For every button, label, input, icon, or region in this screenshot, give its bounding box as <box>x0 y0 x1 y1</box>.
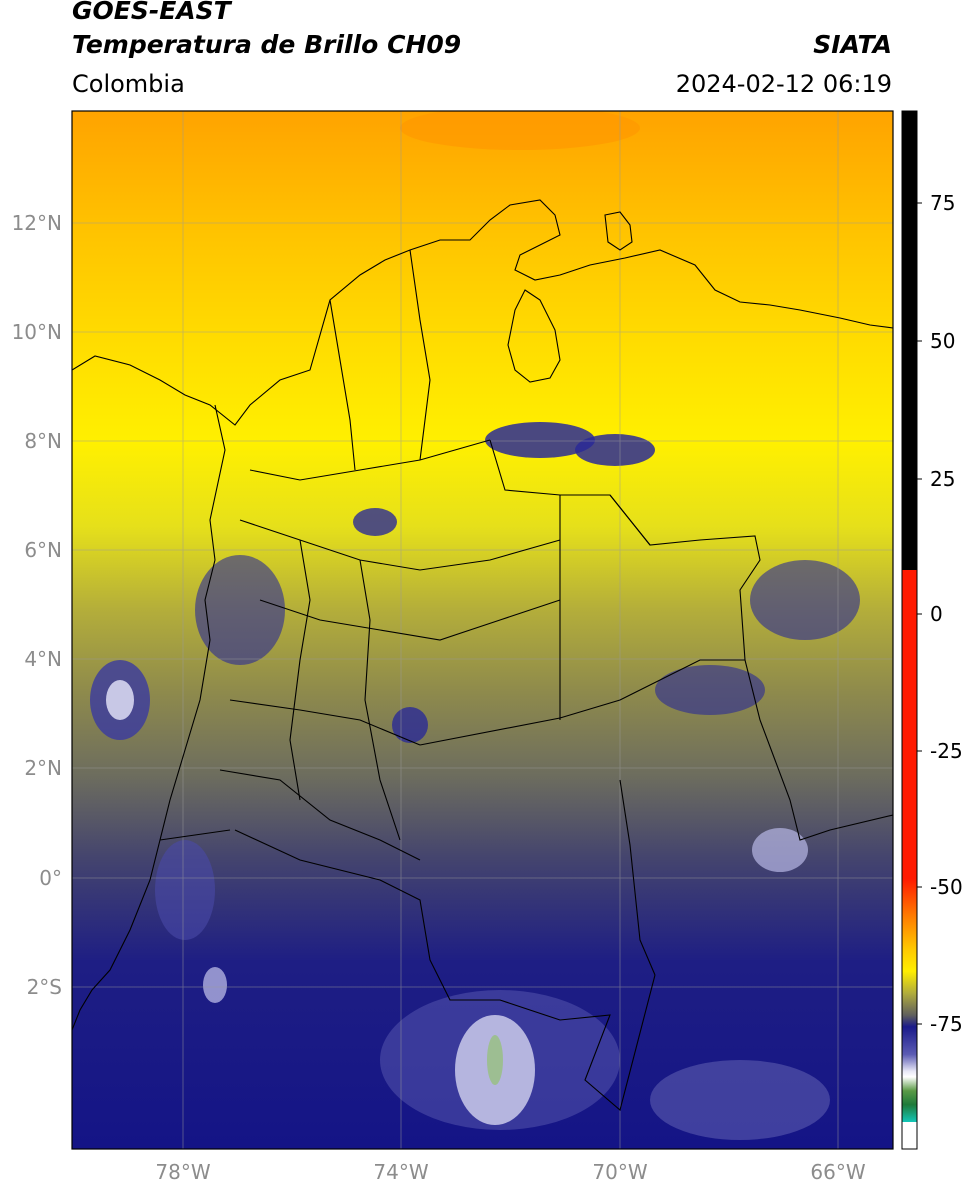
colorbar-label-50: 50 <box>930 329 956 353</box>
colorbar-frame <box>901 110 918 1150</box>
lat-label-4n: 4°N <box>24 647 62 671</box>
lat-label-6n: 6°N <box>24 538 62 562</box>
lat-label-2s: 2°S <box>26 975 62 999</box>
lon-label-78w: 78°W <box>155 1160 211 1184</box>
lat-label-2n: 2°N <box>24 756 62 780</box>
colorbar-label-neg25: -25 <box>930 739 963 763</box>
map-frame <box>71 110 894 1150</box>
product-title: Temperatura de Brillo CH09 <box>72 30 462 59</box>
colorbar-label-25: 25 <box>930 467 956 491</box>
colorbar-label-neg50: -50 <box>930 875 963 899</box>
coastlines-borders <box>72 199 893 1111</box>
map-gridlines <box>72 111 893 1149</box>
cloud-features <box>90 111 860 1140</box>
datetime-label: 2024-02-12 06:19 <box>675 70 892 98</box>
lon-label-74w: 74°W <box>373 1160 429 1184</box>
colorbar-gradient <box>902 570 917 1127</box>
colorbar-label-0: 0 <box>930 602 943 626</box>
colorbar <box>901 110 922 1150</box>
colorbar-black-band <box>902 111 917 570</box>
lon-label-70w: 70°W <box>592 1160 648 1184</box>
colorbar-label-neg75: -75 <box>930 1012 963 1036</box>
lat-label-10n: 10°N <box>11 320 62 344</box>
lat-label-8n: 8°N <box>24 429 62 453</box>
agency-label: SIATA <box>813 30 892 59</box>
lon-label-66w: 66°W <box>810 1160 866 1184</box>
colorbar-label-75: 75 <box>930 191 956 215</box>
lat-label-0: 0° <box>39 866 62 890</box>
lat-label-12n: 12°N <box>11 211 62 235</box>
satellite-title: GOES-EAST <box>72 0 231 25</box>
colorbar-white-tip <box>902 1122 917 1149</box>
region-label: Colombia <box>72 70 185 98</box>
